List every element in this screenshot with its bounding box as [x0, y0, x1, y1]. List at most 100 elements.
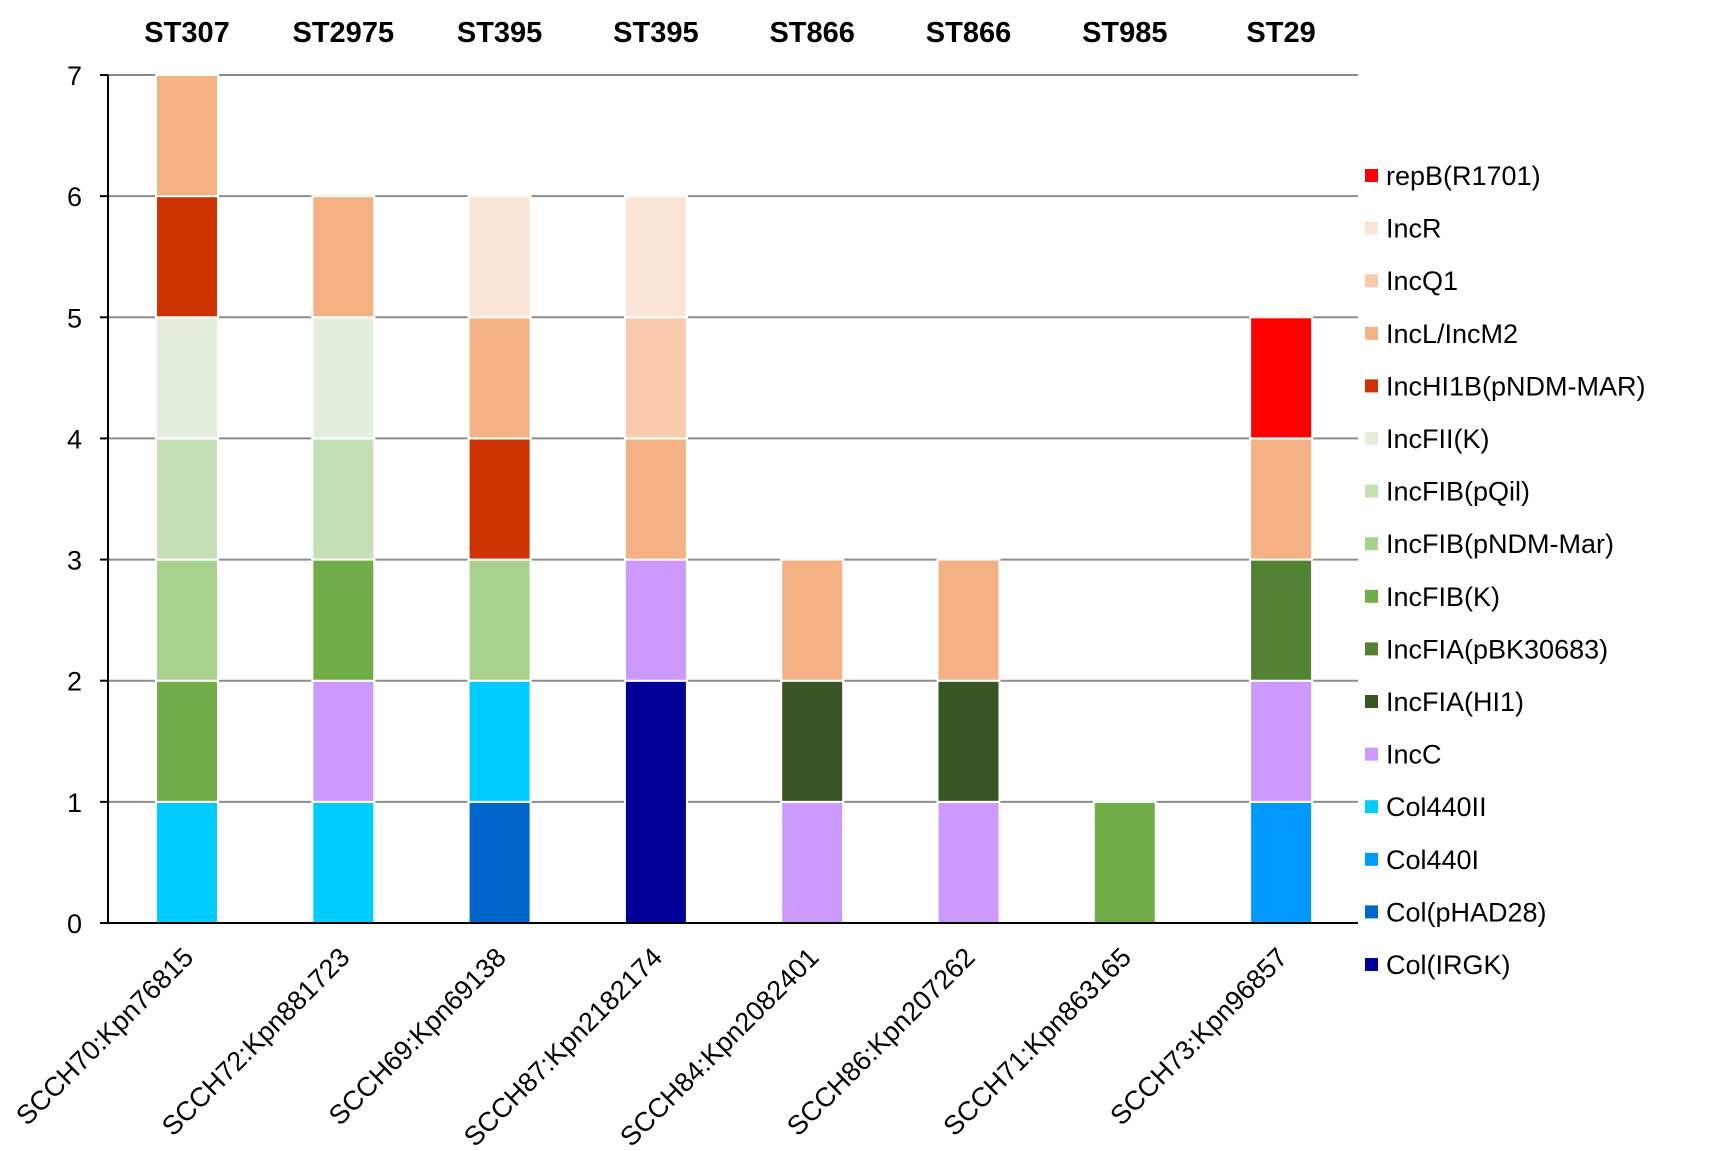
- legend-label: Col(pHAD28): [1386, 897, 1547, 927]
- bars: [155, 74, 1314, 925]
- x-tick-label: SCCH73:Kpn96857: [1104, 942, 1293, 1131]
- bar-segment: [623, 195, 688, 319]
- legend-swatch: [1365, 169, 1378, 182]
- legend-item[interactable]: Col440I: [1365, 845, 1479, 875]
- legend-item[interactable]: IncHI1B(pNDM-MAR): [1365, 371, 1646, 401]
- bar-segment: [155, 558, 219, 682]
- x-tick-label: SCCH69:Kpn69138: [323, 942, 512, 1131]
- legend-item[interactable]: IncFIB(pQil): [1365, 477, 1530, 507]
- bar-segment: [311, 195, 376, 319]
- sequence-type-label: ST29: [1246, 17, 1315, 49]
- legend[interactable]: repB(R1701) IncR IncQ1 IncL/IncM2 IncHI1B(pN…: [1365, 161, 1646, 980]
- legend-item[interactable]: Col440II: [1365, 792, 1487, 822]
- y-tick-label: 0: [67, 909, 82, 939]
- legend-item[interactable]: Col(IRGK): [1365, 950, 1511, 980]
- legend-label: IncL/IncM2: [1386, 319, 1518, 349]
- legend-label: Col440II: [1386, 792, 1487, 822]
- legend-label: IncFIA(pBK30683): [1386, 634, 1608, 664]
- bar-segment: [780, 800, 845, 924]
- legend-swatch: [1365, 747, 1378, 761]
- legend-label: Col440I: [1386, 845, 1479, 875]
- legend-swatch: [1365, 695, 1378, 708]
- legend-swatch: [1365, 537, 1378, 551]
- y-tick-labels: 0 1 2 3 4 5 6 7: [67, 61, 108, 939]
- bar-segment: [780, 558, 845, 682]
- bar-stack: [467, 195, 532, 924]
- y-tick-label: 1: [67, 788, 82, 818]
- legend-item[interactable]: Col(pHAD28): [1365, 897, 1547, 927]
- bar-segment: [1249, 437, 1314, 561]
- legend-swatch: [1365, 274, 1378, 288]
- bar-segment: [311, 316, 376, 440]
- legend-label: IncC: [1386, 740, 1442, 770]
- bar-segment: [155, 316, 219, 440]
- y-tick-label: 6: [67, 182, 82, 212]
- bar-segment: [1249, 558, 1314, 682]
- sequence-type-label: ST307: [144, 17, 229, 49]
- legend-label: IncFIB(pQil): [1386, 477, 1530, 507]
- legend-item[interactable]: IncFIB(pNDM-Mar): [1365, 529, 1614, 559]
- bar-segment: [311, 679, 376, 803]
- legend-swatch: [1365, 221, 1378, 235]
- bar-segment: [155, 74, 219, 198]
- legend-label: repB(R1701): [1386, 161, 1541, 191]
- sequence-type-labels: ST307 ST2975 ST395 ST395 ST866 ST866 ST985 ST29: [144, 17, 1315, 49]
- legend-swatch: [1365, 800, 1378, 814]
- legend-swatch: [1365, 589, 1378, 603]
- sequence-type-label: ST395: [613, 17, 698, 49]
- bar-segment: [311, 437, 376, 561]
- legend-label: Col(IRGK): [1386, 950, 1511, 980]
- sequence-type-label: ST2975: [293, 17, 395, 49]
- legend-label: IncHI1B(pNDM-MAR): [1386, 371, 1646, 401]
- bar-segment: [936, 679, 1001, 803]
- legend-swatch: [1365, 852, 1378, 866]
- bar-stack: [780, 558, 845, 924]
- bar-segment: [780, 679, 845, 803]
- legend-item[interactable]: IncR: [1365, 214, 1442, 244]
- legend-swatch: [1365, 905, 1378, 919]
- y-tick-label: 2: [67, 667, 82, 697]
- bar-segment: [467, 316, 532, 440]
- y-tick-label: 5: [67, 303, 82, 333]
- bar-segment: [311, 800, 376, 924]
- bar-segment: [467, 679, 532, 803]
- legend-item[interactable]: IncFIA(HI1): [1365, 687, 1524, 717]
- x-tick-label: SCCH70:Kpn76815: [10, 942, 199, 1131]
- bar-segment: [1249, 679, 1314, 803]
- sequence-type-label: ST866: [769, 17, 854, 49]
- legend-item[interactable]: IncL/IncM2: [1365, 319, 1518, 349]
- legend-swatch: [1365, 432, 1378, 445]
- legend-swatch: [1365, 326, 1378, 340]
- bar-segment: [623, 679, 688, 925]
- legend-item[interactable]: IncFII(K): [1365, 424, 1490, 454]
- x-tick-labels: SCCH70:Kpn76815SCCH72:Kpn881723SCCH69:Kp…: [10, 942, 1293, 1151]
- sequence-type-label: ST395: [457, 17, 542, 49]
- y-tick-label: 3: [67, 546, 82, 576]
- bar-segment: [623, 316, 688, 440]
- bar-segment: [623, 437, 688, 561]
- legend-item[interactable]: IncFIB(K): [1365, 582, 1500, 612]
- bar-segment: [936, 800, 1001, 924]
- legend-item[interactable]: IncFIA(pBK30683): [1365, 634, 1608, 664]
- bar-segment: [623, 558, 688, 682]
- legend-label: IncFII(K): [1386, 424, 1490, 454]
- legend-label: IncR: [1386, 214, 1442, 244]
- bar-segment: [155, 437, 219, 561]
- legend-label: IncQ1: [1386, 266, 1458, 296]
- bar-segment: [1092, 800, 1157, 924]
- bar-stack: [1092, 800, 1157, 924]
- bar-segment: [1249, 316, 1314, 440]
- legend-item[interactable]: IncQ1: [1365, 266, 1458, 296]
- gridlines: [108, 74, 1358, 803]
- legend-item[interactable]: IncC: [1365, 740, 1442, 770]
- bar-segment: [467, 195, 532, 319]
- bar-segment: [155, 800, 219, 924]
- legend-swatch: [1365, 958, 1378, 971]
- legend-label: IncFIB(K): [1386, 582, 1500, 612]
- legend-item[interactable]: repB(R1701): [1365, 161, 1541, 191]
- bar-stack: [155, 74, 219, 924]
- bar-segment: [467, 800, 532, 924]
- bar-stack: [311, 195, 376, 924]
- bar-stack: [623, 195, 688, 925]
